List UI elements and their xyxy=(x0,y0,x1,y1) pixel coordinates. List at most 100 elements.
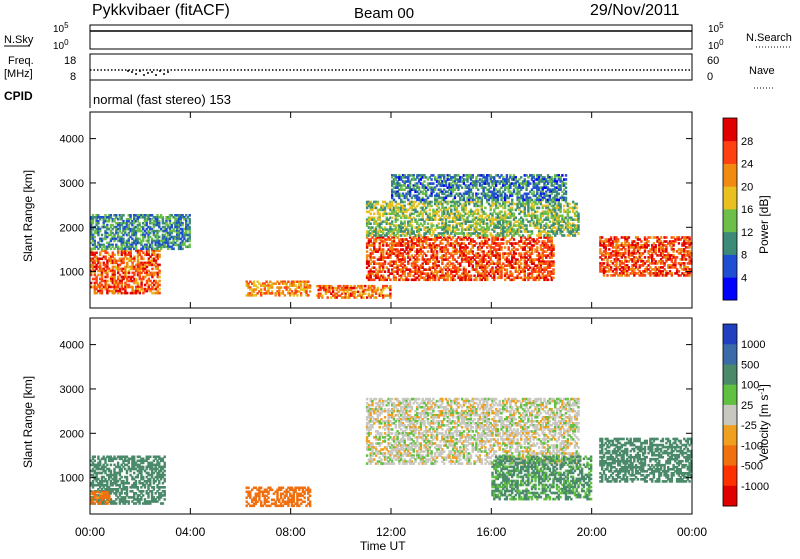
echo-cell xyxy=(102,261,105,265)
echo-cell xyxy=(520,182,523,185)
echo-cell xyxy=(147,217,150,221)
echo-cell xyxy=(606,264,609,267)
echo-cell xyxy=(459,276,462,280)
echo-cell xyxy=(342,290,345,294)
echo-cell xyxy=(496,260,500,263)
echo-cell xyxy=(546,240,550,243)
echo-cell xyxy=(434,216,437,220)
echo-cell xyxy=(131,223,134,227)
echo-cell xyxy=(142,263,145,267)
echo-cell xyxy=(496,212,500,216)
echo-cell xyxy=(561,182,564,185)
echo-cell xyxy=(516,194,519,198)
echo-cell xyxy=(486,246,489,249)
echo-cell xyxy=(124,273,127,277)
echo-cell xyxy=(541,188,544,191)
echo-cell xyxy=(367,274,371,278)
echo-cell xyxy=(435,210,439,214)
echo-cell xyxy=(122,239,125,243)
echo-cell xyxy=(108,257,111,261)
echo-cell xyxy=(378,246,381,249)
echo-cell xyxy=(391,210,394,214)
echo-cell xyxy=(417,238,421,241)
echo-cell xyxy=(136,239,139,243)
echo-cell xyxy=(537,236,541,239)
echo-cell xyxy=(168,225,172,229)
echo-cell xyxy=(344,292,347,295)
echo-cell xyxy=(532,182,535,185)
echo-cell xyxy=(450,194,453,198)
echo-cell xyxy=(111,243,114,247)
echo-cell xyxy=(468,194,471,198)
echo-cell xyxy=(505,186,509,189)
freq-tick-top: 18 xyxy=(64,55,76,67)
echo-cell xyxy=(373,250,376,253)
echo-cell xyxy=(511,264,514,267)
echo-cell xyxy=(396,270,399,273)
echo-cell xyxy=(269,280,272,283)
echo-cell xyxy=(349,292,353,295)
echo-cell xyxy=(604,256,607,259)
echo-cell xyxy=(471,194,474,198)
echo-cell xyxy=(181,241,184,245)
echo-cell xyxy=(462,276,466,280)
echo-cell xyxy=(391,246,394,249)
echo-cell xyxy=(441,262,444,265)
echo-cell xyxy=(566,210,569,214)
echo-cell xyxy=(437,270,440,273)
echo-cell xyxy=(478,214,482,218)
echo-cell xyxy=(400,240,403,243)
echo-cell xyxy=(464,260,467,263)
echo-cell xyxy=(385,252,388,255)
echo-cell xyxy=(608,248,611,251)
echo-cell xyxy=(441,258,444,261)
echo-cell xyxy=(376,212,380,216)
echo-cell xyxy=(104,257,107,261)
echo-cell xyxy=(147,235,150,239)
echo-cell xyxy=(403,272,406,275)
echo-cell xyxy=(525,202,528,206)
echo-cell xyxy=(127,219,130,223)
echo-cell xyxy=(317,294,320,297)
echo-cell xyxy=(564,182,568,185)
echo-cell xyxy=(129,251,132,255)
echo-cell xyxy=(444,182,448,185)
echo-cell xyxy=(539,260,543,263)
echo-cell xyxy=(541,272,544,275)
echo-cell xyxy=(129,267,132,271)
echo-cell xyxy=(505,216,509,220)
echo-cell xyxy=(491,198,494,202)
echo-cell xyxy=(401,194,405,198)
echo-cell xyxy=(428,216,431,220)
echo-cell xyxy=(573,226,577,229)
echo-cell xyxy=(554,198,557,202)
echo-cell xyxy=(552,244,555,247)
echo-cell xyxy=(91,214,95,217)
echo-cell xyxy=(503,252,507,255)
echo-cell xyxy=(172,221,175,225)
echo-cell xyxy=(407,252,410,255)
echo-cell xyxy=(521,234,525,237)
echo-cell xyxy=(602,262,606,265)
echo-cell xyxy=(90,265,93,269)
echo-cell xyxy=(518,224,521,227)
echo-cell xyxy=(572,208,575,212)
echo-cell xyxy=(548,202,552,206)
echo-cell xyxy=(278,292,281,295)
echo-cell xyxy=(391,196,394,200)
echo-cell xyxy=(536,226,539,229)
echo-cell xyxy=(545,266,548,269)
echo-cell xyxy=(484,270,487,273)
echo-cell xyxy=(400,270,403,273)
echo-cell xyxy=(416,276,419,280)
echo-cell xyxy=(460,230,464,233)
echo-cell xyxy=(460,226,464,229)
echo-cell xyxy=(118,281,122,285)
echo-cell xyxy=(99,273,102,277)
echo-cell xyxy=(120,287,123,291)
echo-cell xyxy=(412,278,415,282)
echo-cell xyxy=(530,204,534,208)
echo-cell xyxy=(462,246,466,249)
echo-cell xyxy=(611,244,615,247)
echo-cell xyxy=(179,221,182,225)
